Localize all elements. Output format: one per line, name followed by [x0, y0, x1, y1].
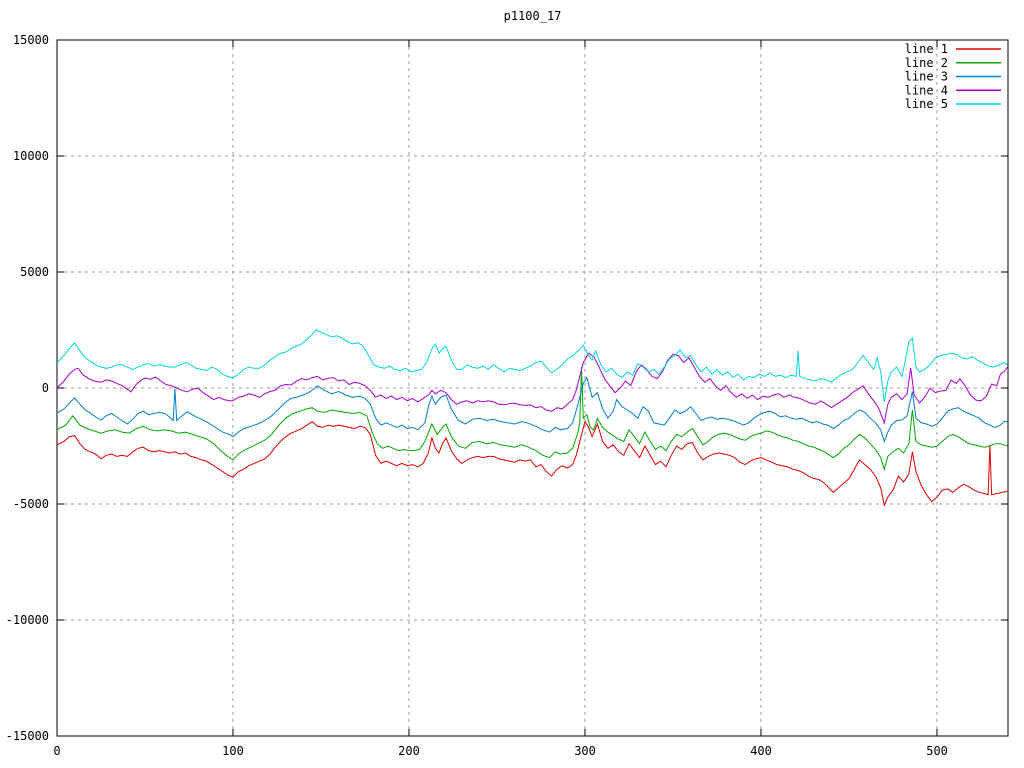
x-tick-label: 300	[574, 744, 596, 758]
x-tick-label: 400	[750, 744, 772, 758]
y-tick-label: -5000	[13, 497, 49, 511]
tick-marks	[56, 39, 1008, 737]
y-tick-label: 0	[42, 381, 49, 395]
series-line-1	[57, 420, 1008, 507]
y-tick-label: 10000	[13, 149, 49, 163]
chart-title: p1100_17	[503, 9, 562, 23]
gridlines	[57, 40, 1008, 736]
series-line-3	[57, 376, 1008, 443]
y-tick-label: -10000	[6, 613, 49, 627]
legend-label: line 5	[905, 97, 948, 111]
y-tick-label: 5000	[20, 265, 49, 279]
x-tick-label: 100	[222, 744, 244, 758]
legend-label: line 2	[905, 56, 948, 70]
x-tick-label: 200	[398, 744, 420, 758]
series-line-4	[57, 352, 1008, 425]
legend-label: line 4	[905, 83, 948, 97]
y-tick-label: 15000	[13, 33, 49, 47]
x-tick-label: 500	[926, 744, 948, 758]
y-tick-label: -15000	[6, 729, 49, 743]
series-group	[57, 329, 1008, 507]
legend-label: line 3	[905, 70, 948, 84]
series-line-5	[57, 329, 1008, 402]
legend-label: line 1	[905, 42, 948, 56]
series-line-2	[57, 367, 1008, 471]
tick-labels: 0 100 200 300 400 500 -15000 -10000 -5000 0 5000 10…	[6, 33, 948, 758]
x-tick-label: 0	[53, 744, 60, 758]
